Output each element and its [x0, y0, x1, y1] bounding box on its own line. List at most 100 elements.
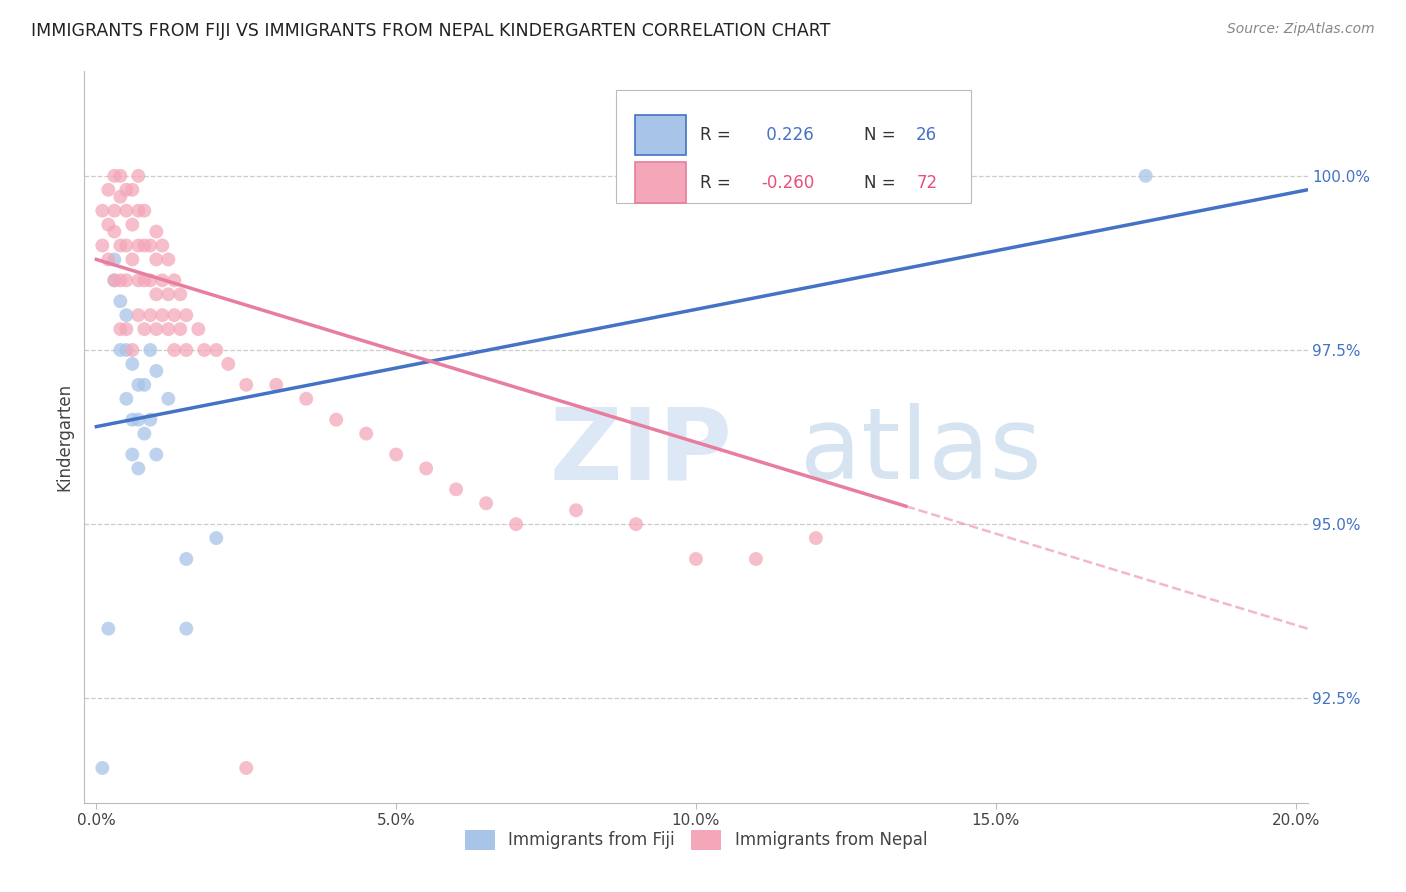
Point [134, 377, 156, 392]
Point [150, 308, 173, 322]
Point [134, 203, 156, 218]
Point [103, 169, 125, 183]
Text: -0.260: -0.260 [761, 174, 814, 192]
Point [103, 273, 125, 287]
Point [110, 322, 132, 336]
Point [115, 238, 138, 252]
Point [134, 273, 156, 287]
Point [475, 496, 498, 510]
FancyBboxPatch shape [636, 115, 686, 155]
Point [139, 412, 162, 426]
Point [354, 426, 377, 441]
Point [110, 343, 132, 357]
Point [127, 169, 149, 183]
Point [193, 343, 215, 357]
Point [187, 322, 209, 336]
Point [163, 343, 186, 357]
Point [91, 203, 114, 218]
Point [121, 183, 143, 197]
Point [145, 364, 167, 378]
Text: R =: R = [700, 126, 735, 144]
Legend: Immigrants from Fiji, Immigrants from Nepal: Immigrants from Fiji, Immigrants from Ne… [458, 823, 934, 856]
Point [505, 517, 527, 532]
Point [127, 461, 149, 475]
Point [385, 448, 408, 462]
Point [121, 448, 143, 462]
Point [127, 238, 149, 252]
Point [115, 308, 138, 322]
Point [235, 761, 257, 775]
Point [121, 357, 143, 371]
Text: 72: 72 [917, 174, 938, 192]
Point [139, 343, 162, 357]
Point [103, 252, 125, 267]
Point [1135, 169, 1157, 183]
Point [97, 252, 120, 267]
Point [115, 392, 138, 406]
Point [415, 461, 437, 475]
Point [804, 531, 827, 545]
Point [127, 412, 149, 426]
Point [145, 448, 167, 462]
Point [115, 343, 138, 357]
Point [110, 294, 132, 309]
FancyBboxPatch shape [636, 162, 686, 202]
Point [150, 273, 173, 287]
Text: 26: 26 [917, 126, 938, 144]
Text: Source: ZipAtlas.com: Source: ZipAtlas.com [1227, 22, 1375, 37]
Point [110, 238, 132, 252]
Point [97, 622, 120, 636]
Point [139, 238, 162, 252]
Point [157, 322, 180, 336]
Point [174, 343, 197, 357]
Point [103, 273, 125, 287]
Point [115, 273, 138, 287]
FancyBboxPatch shape [616, 90, 972, 203]
Point [157, 392, 180, 406]
Point [685, 552, 707, 566]
Point [110, 273, 132, 287]
Point [295, 392, 318, 406]
Point [91, 761, 114, 775]
Point [163, 273, 186, 287]
Point [121, 343, 143, 357]
Point [157, 252, 180, 267]
Point [127, 273, 149, 287]
Point [444, 483, 467, 497]
Point [174, 622, 197, 636]
Point [217, 357, 239, 371]
Point [115, 183, 138, 197]
Y-axis label: Kindergarten: Kindergarten [55, 383, 73, 491]
Point [624, 517, 647, 532]
Point [115, 322, 138, 336]
Text: R =: R = [700, 174, 735, 192]
Point [97, 218, 120, 232]
Point [121, 218, 143, 232]
Point [325, 412, 347, 426]
Text: 0.226: 0.226 [761, 126, 814, 144]
Point [264, 377, 287, 392]
Point [169, 287, 191, 301]
Point [115, 203, 138, 218]
Point [110, 190, 132, 204]
Text: atlas: atlas [800, 403, 1042, 500]
Point [127, 203, 149, 218]
Point [139, 273, 162, 287]
Point [145, 252, 167, 267]
Point [745, 552, 768, 566]
Point [145, 225, 167, 239]
Point [139, 308, 162, 322]
Point [205, 531, 228, 545]
Point [134, 238, 156, 252]
Point [103, 225, 125, 239]
Point [97, 183, 120, 197]
Point [110, 169, 132, 183]
Point [565, 503, 588, 517]
Point [174, 308, 197, 322]
Point [157, 287, 180, 301]
Text: ZIP: ZIP [550, 403, 733, 500]
Text: IMMIGRANTS FROM FIJI VS IMMIGRANTS FROM NEPAL KINDERGARTEN CORRELATION CHART: IMMIGRANTS FROM FIJI VS IMMIGRANTS FROM … [31, 22, 831, 40]
Point [169, 322, 191, 336]
Text: N =: N = [863, 126, 900, 144]
Point [121, 252, 143, 267]
